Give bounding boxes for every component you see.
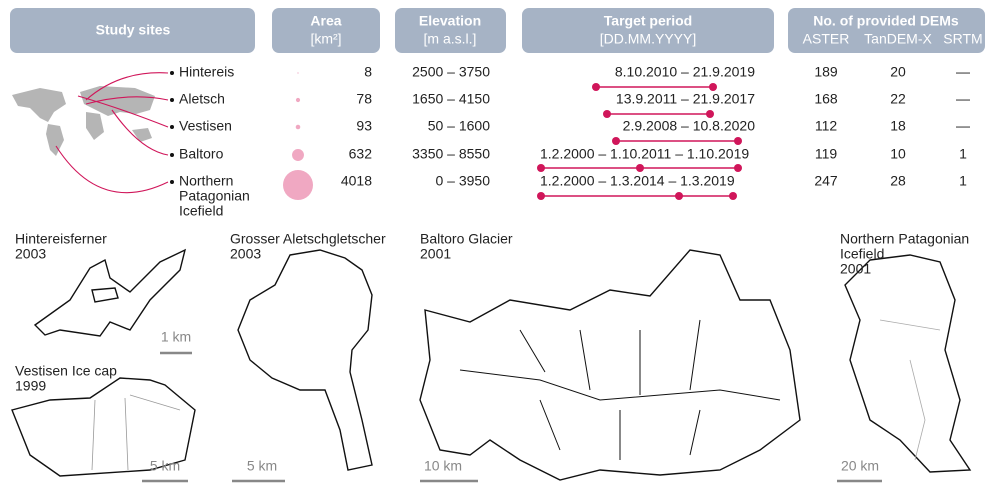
- panel-title: 2001: [840, 261, 871, 277]
- header-unit: SRTM: [943, 31, 982, 47]
- arrows: [55, 72, 169, 194]
- dem-count: 247: [814, 173, 838, 189]
- site-name: Patagonian: [179, 188, 250, 204]
- dem-count: 22: [890, 91, 906, 107]
- area-circle: [292, 149, 304, 161]
- scale-bars: [142, 351, 882, 483]
- bullet: [170, 180, 174, 184]
- outlines: [11, 248, 972, 481]
- area-value: 8: [364, 64, 372, 80]
- elevation: 0 – 3950: [436, 173, 491, 189]
- elevation: 1650 – 4150: [412, 91, 490, 107]
- dem-count: 189: [814, 64, 838, 80]
- dem-count: 1: [959, 146, 967, 162]
- header-box: [272, 8, 380, 53]
- dem-count: 168: [814, 91, 838, 107]
- area-circle: [295, 97, 301, 103]
- period: 13.9.2011 – 21.9.2017: [616, 91, 755, 107]
- dem-count: 112: [815, 118, 838, 134]
- header-text: Study sites: [96, 22, 171, 38]
- dem-count: —: [956, 91, 970, 107]
- scale-label: 1 km: [161, 329, 191, 345]
- panel-title: 2003: [15, 246, 46, 262]
- header-text: Area: [310, 13, 341, 29]
- area-circle: [297, 72, 299, 74]
- bullet: [170, 153, 174, 157]
- scale-label: 10 km: [424, 458, 462, 474]
- header-box: [395, 8, 506, 53]
- panel-title: 2003: [230, 246, 261, 262]
- area-circle: [295, 124, 301, 130]
- period: 1.2.2000 – 1.10.2011 – 1.10.2019: [540, 146, 749, 162]
- dem-count: 10: [890, 146, 906, 162]
- site-name: Northern: [179, 173, 233, 189]
- dem-count: —: [956, 118, 970, 134]
- header-unit: [m a.s.l.]: [424, 31, 477, 47]
- period: 2.9.2008 – 10.8.2020: [623, 118, 756, 134]
- header-text: Target period: [604, 13, 692, 29]
- elevation: 50 – 1600: [428, 118, 490, 134]
- panel-title: Northern Patagonian: [840, 231, 969, 247]
- panel-title: 2001: [420, 246, 451, 262]
- dem-count: 18: [890, 118, 906, 134]
- header-text: No. of provided DEMs: [813, 13, 959, 29]
- timelines: [537, 83, 742, 200]
- area-value: 93: [356, 118, 372, 134]
- panel-title: Grosser Aletschgletscher: [230, 231, 386, 247]
- header-unit: [km²]: [310, 31, 341, 47]
- dem-count: 20: [890, 64, 906, 80]
- elevation: 3350 – 8550: [412, 146, 490, 162]
- area-value: 78: [356, 91, 372, 107]
- scale-label: 20 km: [841, 458, 879, 474]
- site-name: Aletsch: [179, 91, 225, 107]
- dem-count: 119: [815, 146, 838, 162]
- panel-title: 1999: [15, 378, 46, 394]
- dem-count: 28: [890, 173, 906, 189]
- header-box: [10, 8, 255, 53]
- site-name: Vestisen: [179, 118, 232, 134]
- panel-title: Hintereisferner: [15, 231, 107, 247]
- period: 1.2.2000 – 1.3.2014 – 1.3.2019: [540, 173, 735, 189]
- scale-label: 5 km: [150, 458, 180, 474]
- header-box: [522, 8, 774, 53]
- elevation: 2500 – 3750: [412, 64, 490, 80]
- bullet: [170, 71, 174, 75]
- bullet: [170, 125, 174, 129]
- area-value: 632: [349, 146, 373, 162]
- area-circle: [283, 170, 313, 200]
- scale-label: 5 km: [247, 458, 277, 474]
- header: [10, 8, 985, 53]
- area-value: 4018: [341, 173, 372, 189]
- world-map: [12, 86, 155, 156]
- dem-count: —: [956, 64, 970, 80]
- dem-count: 1: [959, 173, 967, 189]
- period: 8.10.2010 – 21.9.2019: [615, 64, 755, 80]
- header-text: Elevation: [419, 13, 481, 29]
- bullet: [170, 98, 174, 102]
- header-box: [788, 8, 985, 53]
- site-name: Icefield: [179, 203, 223, 219]
- panel-title: Icefield: [840, 246, 884, 262]
- site-name: Hintereis: [179, 64, 234, 80]
- site-name: Baltoro: [179, 146, 224, 162]
- header-unit: TanDEM-X: [864, 31, 932, 47]
- panel-title: Baltoro Glacier: [420, 231, 513, 247]
- panel-title: Vestisen Ice cap: [15, 363, 117, 379]
- header-unit: [DD.MM.YYYY]: [600, 31, 696, 47]
- header-unit: ASTER: [803, 31, 850, 47]
